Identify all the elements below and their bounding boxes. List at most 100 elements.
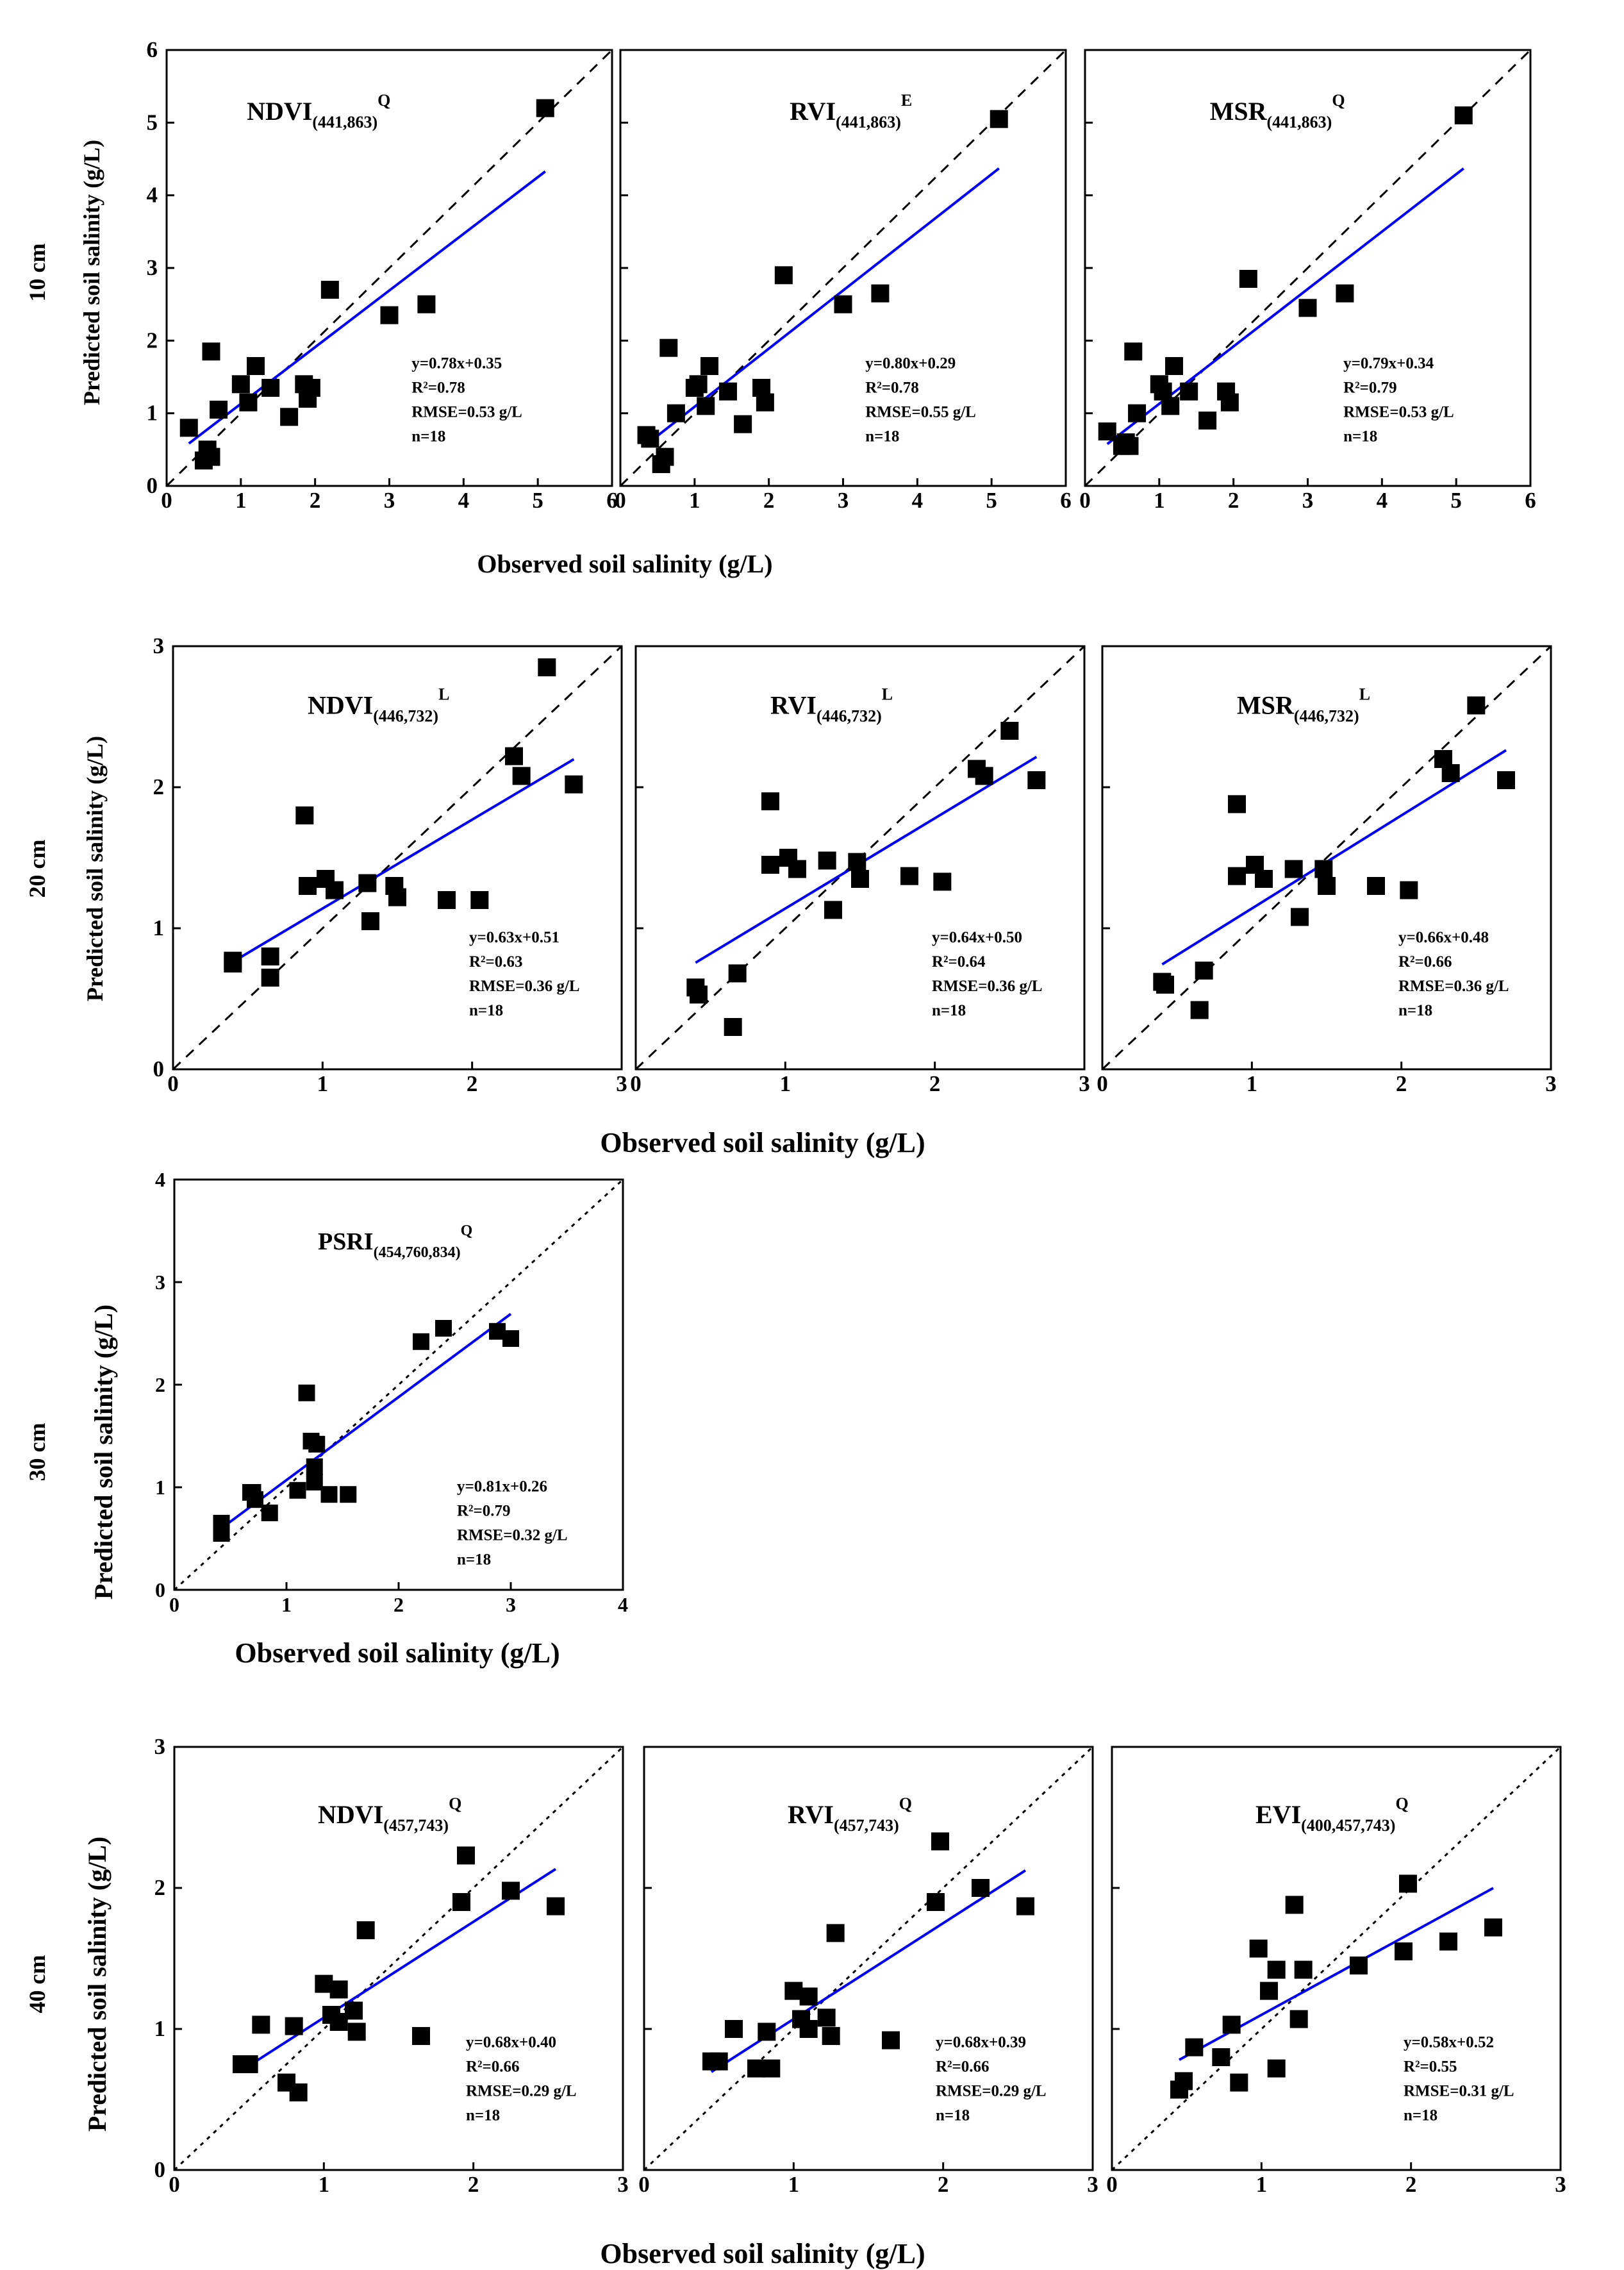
data-point — [1175, 2072, 1193, 2091]
panel-title: RVI(441,863)E — [790, 91, 912, 131]
title-subscript: (457,743) — [383, 1816, 449, 1835]
panel-title: RVI(446,732)L — [770, 685, 893, 726]
data-point — [356, 1921, 375, 1939]
y-tick-label: 1 — [153, 915, 165, 940]
data-point — [231, 375, 250, 394]
scatter-panel-6: 0 1 2 3MSR(446,732)Ly=0.66x+0.48R²=0.66RMSE… — [1097, 645, 1557, 1096]
stats-line: RMSE=0.29 g/L — [466, 2083, 577, 2100]
data-point — [851, 870, 869, 888]
stats-line: RMSE=0.53 g/L — [1343, 403, 1454, 421]
data-point — [299, 877, 317, 895]
data-point — [826, 1924, 845, 1942]
data-point — [758, 2023, 776, 2041]
title-main: MSR — [1237, 691, 1295, 720]
stats-line: n=18 — [457, 1551, 491, 1568]
data-point — [817, 2008, 836, 2027]
data-point — [358, 874, 377, 892]
data-point — [700, 357, 718, 375]
data-point — [320, 1486, 338, 1503]
scatter-panel-3: 0 1 2 3 4 5 6MSR(441,863)Qy=0.79x+0.34R²=0.79R… — [1079, 49, 1536, 513]
y-tick-label: 1 — [155, 1476, 165, 1499]
y-axis-title-20cm: Predicted soil salinity (g/L) — [82, 736, 108, 1001]
x-tick-label: 3 — [1087, 2172, 1098, 2197]
data-point — [1350, 1957, 1368, 1974]
data-point — [380, 306, 399, 324]
panel-title: NDVI(446,732)L — [308, 685, 449, 726]
stats-line: R²=0.66 — [936, 2058, 990, 2076]
y-axis-title-40cm: Predicted soil salinity (g/L) — [83, 1837, 112, 2132]
data-point — [1267, 2059, 1286, 2078]
scatter-panel-4: 0 1 2 30123NDVI(446,732)Ly=0.63x+0.51R²=0.6… — [153, 633, 627, 1096]
panel-title: NDVI(441,863)Q — [247, 91, 390, 131]
data-point — [1467, 696, 1486, 715]
data-point — [689, 375, 708, 394]
data-point — [1239, 270, 1257, 288]
data-point — [761, 792, 779, 810]
data-point — [452, 1893, 470, 1911]
title-subscript: (446,732) — [816, 707, 882, 726]
x-tick-label: 3 — [838, 488, 849, 513]
y-tick-label: 2 — [154, 1875, 166, 1900]
data-point — [933, 872, 952, 891]
plot-frame — [634, 645, 1086, 1071]
data-point — [1185, 2038, 1204, 2057]
x-tick-label: 0 — [638, 2172, 650, 2197]
title-superscript: L — [438, 685, 449, 704]
x-tick-label: 6 — [1525, 488, 1536, 513]
scatter-panel-10: 0 1 2 3EVI(400,457,743)Qy=0.58x+0.52R²=0.55… — [1106, 1746, 1566, 2197]
stats-line: RMSE=0.36 g/L — [1398, 978, 1509, 995]
data-point — [1336, 284, 1354, 303]
depth-label-40cm: 40 cm — [24, 1955, 50, 2014]
regression-line — [1161, 749, 1507, 966]
x-tick-label: 0 — [169, 2172, 180, 2197]
data-point — [289, 2083, 308, 2101]
data-point — [1441, 764, 1460, 782]
stats-line: RMSE=0.53 g/L — [411, 403, 522, 421]
x-tick-label: 3 — [1302, 488, 1314, 513]
depth-label-10cm: 10 cm — [24, 244, 50, 302]
data-point — [345, 2001, 363, 2020]
data-point — [1284, 860, 1303, 878]
y-tick-label: 4 — [155, 1168, 165, 1191]
data-point — [900, 867, 918, 885]
panel-title: MSR(441,863)Q — [1210, 91, 1345, 131]
data-point — [1294, 1960, 1313, 1979]
data-point — [285, 2017, 303, 2035]
data-point — [1228, 795, 1246, 814]
data-point — [822, 2027, 840, 2045]
x-tick-label: 3 — [384, 488, 395, 513]
data-point — [412, 2027, 430, 2045]
x-axis-title-30cm: Observed soil salinity (g/L) — [235, 1637, 559, 1669]
plot-frame — [172, 645, 623, 1071]
y-tick-label: 1 — [154, 2016, 166, 2041]
x-tick-label: 5 — [1450, 488, 1462, 513]
data-point — [728, 964, 747, 983]
data-point — [697, 397, 715, 415]
stats-line: y=0.68x+0.39 — [936, 2034, 1026, 2051]
data-point — [1116, 433, 1135, 451]
data-point — [972, 1879, 990, 1897]
data-point — [762, 2059, 781, 2078]
data-point — [261, 379, 280, 397]
panels: 0 1 2 3 4 5 60123456NDVI(441,863)Qy=0.78x+0.35… — [147, 37, 1566, 2197]
data-point — [1255, 870, 1273, 888]
data-point — [1395, 1942, 1413, 1960]
data-point — [1195, 962, 1213, 980]
data-point — [1016, 1897, 1034, 1915]
data-point — [202, 447, 220, 466]
data-point — [224, 951, 242, 970]
scatter-panel-1: 0 1 2 3 4 5 60123456NDVI(441,863)Qy=0.78x+0.35… — [147, 37, 618, 513]
plot-frame — [1111, 1746, 1562, 2171]
data-point — [261, 1505, 278, 1521]
row-20cm-labels: 20 cm Predicted soil salinity (g/L) Obse… — [24, 736, 925, 1158]
x-tick-label: 5 — [532, 488, 543, 513]
data-point — [848, 853, 866, 871]
data-point — [1291, 908, 1309, 926]
stats-line: R²=0.79 — [457, 1502, 511, 1519]
plot-frame — [643, 1746, 1094, 2171]
panel-title: MSR(446,732)L — [1237, 685, 1370, 726]
data-point — [295, 806, 314, 824]
data-point — [435, 1320, 452, 1337]
x-tick-label: 1 — [317, 1071, 329, 1096]
y-tick-label: 2 — [147, 328, 158, 353]
